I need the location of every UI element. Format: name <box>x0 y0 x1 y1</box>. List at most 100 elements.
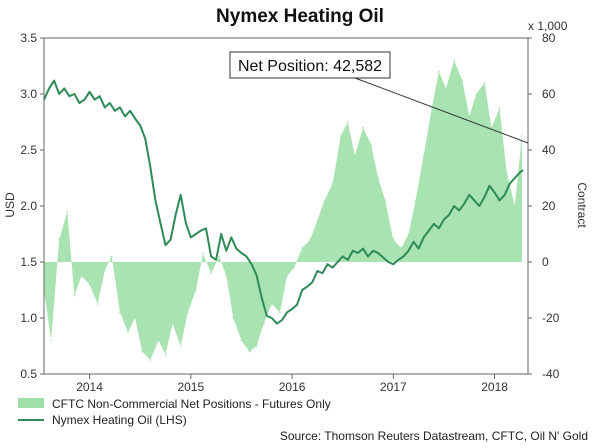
right-tick-label: -40 <box>542 367 560 381</box>
net-positions-point <box>279 311 281 314</box>
heating-oil-point <box>332 267 334 269</box>
net-positions-point <box>445 87 447 90</box>
heating-oil-point <box>499 199 501 201</box>
net-positions-point <box>149 359 152 361</box>
net-positions-point <box>475 93 478 95</box>
net-positions-point <box>157 339 160 342</box>
legend: CFTC Non-Commercial Net Positions - Futu… <box>18 397 331 427</box>
heating-oil-point <box>104 106 106 108</box>
heating-oil-point <box>271 317 273 319</box>
net-positions-point <box>521 135 523 137</box>
net-positions-point <box>248 350 251 353</box>
net-positions-point <box>309 238 312 241</box>
heating-oil-point <box>144 138 146 140</box>
net-positions-point <box>141 350 143 353</box>
heating-oil-point <box>397 259 399 261</box>
net-positions-point <box>354 154 356 157</box>
heating-oil-point <box>73 93 75 95</box>
heating-oil-point <box>180 194 182 196</box>
net-positions-area-layer <box>43 59 523 361</box>
heating-oil-point <box>159 222 161 224</box>
callout-text: Net Position: 42,582 <box>238 58 382 75</box>
right-axis-unit-note: x 1,000 <box>528 19 568 33</box>
heating-oil-point <box>382 256 384 259</box>
source-note: Source: Thomson Reuters Datastream, CFTC… <box>280 429 588 443</box>
net-positions-point <box>347 121 349 123</box>
right-tick-label: 80 <box>542 31 556 45</box>
heating-oil-point <box>301 289 303 291</box>
net-positions-point <box>73 294 76 297</box>
x-tick-label: 2014 <box>76 380 103 394</box>
heating-oil-point <box>494 192 496 194</box>
heating-oil-point <box>114 110 116 112</box>
heating-oil-point <box>473 199 475 201</box>
left-tick-label: 2.5 <box>20 143 37 157</box>
net-positions-point <box>240 339 243 342</box>
heating-oil-point <box>139 124 141 126</box>
heating-oil-point <box>154 199 156 201</box>
heating-oil-point <box>99 95 101 97</box>
net-positions-point <box>483 82 486 84</box>
heating-oil-point <box>119 106 121 108</box>
left-tick-label: 2.0 <box>20 199 37 213</box>
net-positions-point <box>164 353 167 356</box>
heating-oil-point <box>509 183 511 185</box>
heating-oil-point <box>53 80 55 82</box>
net-positions-point <box>498 107 501 109</box>
heating-oil-point <box>448 214 450 216</box>
net-positions-point <box>323 199 326 202</box>
net-positions-point <box>293 266 295 269</box>
heating-oil-point <box>240 252 242 254</box>
net-positions-point <box>301 247 304 249</box>
heating-oil-point <box>230 236 232 238</box>
right-axis-label: Contract <box>575 182 589 228</box>
heating-oil-point <box>514 177 516 179</box>
net-positions-point <box>218 255 220 258</box>
net-positions-point <box>187 311 189 314</box>
net-positions-point <box>431 107 433 109</box>
heating-oil-point <box>342 255 344 257</box>
net-positions-point <box>316 219 319 221</box>
heating-oil-point <box>433 223 435 225</box>
heating-oil-point <box>387 261 389 263</box>
net-positions-point <box>377 177 379 179</box>
right-tick-label: 60 <box>542 87 556 101</box>
heating-oil-point <box>357 252 359 254</box>
heating-oil-point <box>519 171 521 173</box>
heating-oil-line-layer <box>43 79 524 325</box>
legend-swatch-area <box>18 398 44 408</box>
heating-oil-point <box>256 274 258 276</box>
heating-oil-point <box>170 239 172 241</box>
heating-oil-point <box>407 250 410 252</box>
heating-oil-point <box>347 259 349 261</box>
heating-oil-point <box>352 250 354 252</box>
heating-oil-point <box>372 250 374 252</box>
heating-oil-point <box>220 233 222 235</box>
net-positions-point <box>179 345 182 347</box>
net-positions-point <box>400 247 403 249</box>
net-positions-point <box>271 303 273 305</box>
heating-oil-point <box>261 297 263 299</box>
net-positions-point <box>232 317 235 319</box>
heating-oil-point <box>488 185 491 187</box>
heating-oil-point <box>418 248 420 250</box>
net-positions-point <box>66 210 69 213</box>
heating-oil-point <box>522 169 524 171</box>
net-positions-point <box>96 303 99 305</box>
heating-oil-point <box>443 218 445 220</box>
heating-oil-point <box>281 319 283 321</box>
heating-oil-point <box>276 323 278 325</box>
heating-oil-point <box>251 263 253 265</box>
net-positions-point <box>104 269 106 272</box>
heating-oil-point <box>68 95 70 97</box>
left-tick-label: 3.5 <box>20 31 37 45</box>
heating-oil-point <box>134 118 136 120</box>
net-positions-point <box>505 171 508 174</box>
callout-box <box>229 51 391 79</box>
left-tick-label: 0.5 <box>20 367 37 381</box>
net-positions-point <box>422 154 425 157</box>
heating-oil-point <box>235 248 237 250</box>
net-positions-point <box>392 238 395 241</box>
net-positions-point <box>468 115 471 118</box>
